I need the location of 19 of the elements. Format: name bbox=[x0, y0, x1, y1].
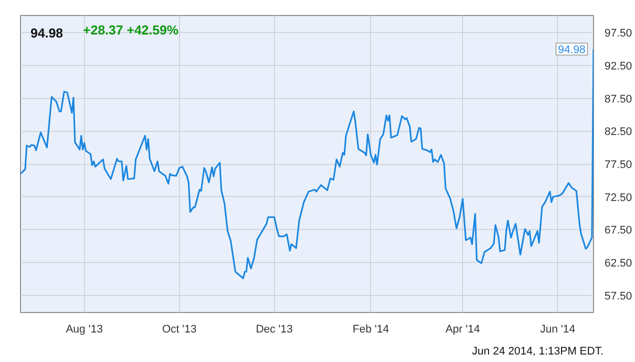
y-tick-label: 72.50 bbox=[604, 192, 632, 204]
y-tick-label: 87.50 bbox=[604, 93, 632, 106]
y-tick-label: 67.50 bbox=[604, 224, 632, 237]
y-tick-label: 92.50 bbox=[604, 60, 632, 72]
x-tick-label: Feb '14 bbox=[352, 324, 390, 336]
y-tick-label: 82.50 bbox=[604, 126, 632, 138]
y-tick-label: 97.50 bbox=[604, 28, 632, 40]
x-tick-label: Apr '14 bbox=[445, 324, 480, 336]
x-tick-label: Dec '13 bbox=[256, 324, 293, 336]
text: 94.98 bbox=[30, 26, 64, 40]
text: +28.37 +42.59% bbox=[83, 22, 179, 38]
text: Jun 24 2014, 1:13PM EDT. bbox=[472, 346, 604, 358]
x-tick-label: Aug '13 bbox=[66, 324, 103, 336]
x-tick-label: Oct '13 bbox=[162, 324, 197, 336]
y-tick-label: 77.50 bbox=[604, 159, 632, 171]
x-tick-label: Jun '14 bbox=[540, 324, 576, 336]
annotation: 94.98 bbox=[558, 44, 586, 56]
y-tick-label: 62.50 bbox=[604, 258, 632, 270]
y-tick-label: 57.50 bbox=[604, 290, 632, 302]
